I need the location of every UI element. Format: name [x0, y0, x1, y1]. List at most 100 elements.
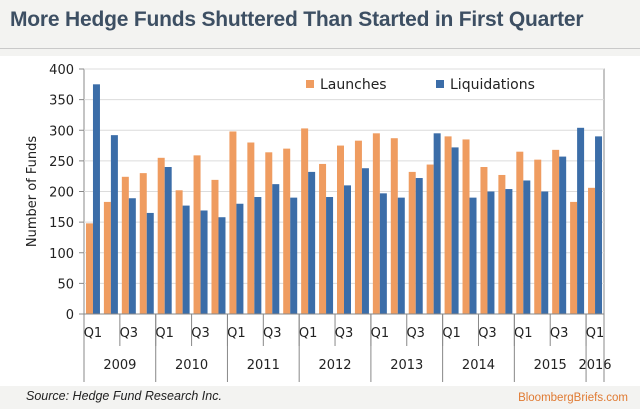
launches-bar: [139, 173, 147, 314]
launches-bar: [444, 136, 452, 314]
liquidations-bar: [523, 180, 531, 314]
liquidations-bar: [415, 178, 423, 314]
launches-bar: [103, 201, 111, 314]
launches-bar: [157, 157, 165, 314]
quarter-label: Q1: [299, 326, 318, 341]
quarter-label: Q3: [478, 326, 497, 341]
quarter-label: Q3: [406, 326, 425, 341]
launches-bar: [247, 142, 255, 314]
liquidations-bar: [469, 197, 477, 314]
launches-bar: [265, 152, 273, 314]
year-label: 2012: [318, 358, 351, 373]
liquidations-bar: [182, 205, 190, 314]
chart-area: 0 50 100 150 200 250 300 350 400 Q1 Q3 Q1 Q3 Q1 Q3 Q1 Q3…: [0, 56, 640, 386]
legend-launches-swatch: [306, 80, 314, 88]
launches-bar: [283, 148, 291, 314]
liquidations-bar: [236, 203, 244, 314]
liquidations-bar: [308, 171, 316, 314]
launches-bar: [354, 140, 362, 314]
y-tick-label: 350: [49, 94, 74, 109]
quarter-label: Q1: [371, 326, 390, 341]
title-divider: [0, 48, 640, 49]
y-tick-label: 300: [49, 124, 74, 139]
liquidations-bar: [541, 191, 549, 314]
liquidations-bar: [487, 191, 495, 314]
liquidations-bar: [200, 210, 208, 314]
liquidations-bar: [92, 84, 100, 314]
y-tick-label: 150: [49, 216, 74, 231]
chart-title: More Hedge Funds Shuttered Than Started …: [10, 8, 584, 31]
y-tick-label: 50: [57, 277, 74, 292]
brand-logo: BloombergBriefs.com: [518, 392, 628, 404]
liquidations-bar: [164, 167, 172, 314]
liquidations-bar: [577, 127, 585, 314]
launches-bar: [337, 145, 344, 314]
bar-chart: 0 50 100 150 200 250 300 350 400 Q1 Q3 Q1 Q3 Q1 Q3 Q1 Q3…: [25, 63, 612, 382]
y-tick-label: 0: [66, 308, 74, 323]
launches-bar: [570, 201, 578, 314]
y-tick-label: 250: [49, 155, 74, 170]
liquidations-bar: [146, 212, 154, 314]
launches-bar: [480, 167, 488, 314]
launches-bar: [229, 131, 237, 314]
launches-bar: [552, 149, 560, 314]
quarter-label: Q3: [191, 326, 210, 341]
liquidations-bar: [451, 147, 459, 314]
quarter-label: Q1: [155, 326, 174, 341]
liquidations-bar: [361, 168, 369, 314]
launches-bar: [588, 187, 596, 314]
year-label: 2016: [578, 358, 611, 373]
liquidations-bar: [326, 197, 334, 314]
legend-liquidations-label: Liquidations: [450, 77, 535, 93]
launches-bar: [121, 176, 129, 314]
liquidations-bar: [433, 133, 441, 314]
y-tick-label: 400: [49, 63, 74, 78]
liquidations-bar: [128, 198, 136, 314]
launches-bar: [193, 155, 201, 314]
source-note: Source: Hedge Fund Research Inc.: [26, 389, 222, 403]
legend-liquidations-swatch: [436, 80, 444, 88]
y-tick-label: 100: [49, 247, 74, 262]
quarter-label: Q1: [227, 326, 246, 341]
year-label: 2009: [103, 358, 136, 373]
quarter-label: Q3: [120, 326, 139, 341]
liquidations-bar: [595, 136, 603, 314]
launches-bar: [462, 139, 470, 314]
quarter-label: Q1: [442, 326, 461, 341]
launches-bar: [301, 128, 309, 314]
liquidations-bar: [559, 156, 567, 314]
launches-bar: [408, 171, 416, 314]
year-label: 2014: [462, 358, 495, 373]
launches-bar: [372, 133, 380, 314]
quarter-label: Q1: [514, 326, 533, 341]
y-tick-label: 200: [49, 186, 74, 201]
year-label: 2015: [534, 358, 567, 373]
launches-bar: [211, 179, 219, 314]
liquidations-bar: [397, 197, 405, 314]
liquidations-bar: [290, 197, 298, 314]
launches-bar: [390, 138, 398, 314]
launches-bar: [516, 151, 524, 314]
liquidations-bar: [254, 197, 262, 314]
legend-launches-label: Launches: [320, 77, 387, 93]
launches-bar: [319, 163, 327, 314]
liquidations-bar: [344, 185, 351, 314]
launches-bar: [426, 164, 434, 314]
liquidations-bar: [110, 135, 118, 314]
liquidations-bar: [272, 184, 280, 314]
launches-bar: [85, 223, 93, 314]
quarter-label: Q3: [550, 326, 569, 341]
year-label: 2011: [247, 358, 280, 373]
quarter-label: Q1: [586, 326, 605, 341]
year-label: 2013: [390, 358, 423, 373]
quarter-label: Q3: [335, 326, 354, 341]
launches-bar: [534, 159, 542, 314]
liquidations-bar: [505, 189, 513, 314]
year-label: 2010: [175, 358, 208, 373]
liquidations-bar: [218, 217, 226, 314]
liquidations-bar: [379, 193, 387, 314]
y-axis-title: Number of Funds: [25, 136, 40, 248]
launches-bar: [498, 174, 506, 314]
launches-bar: [175, 190, 183, 314]
quarter-label: Q3: [263, 326, 282, 341]
